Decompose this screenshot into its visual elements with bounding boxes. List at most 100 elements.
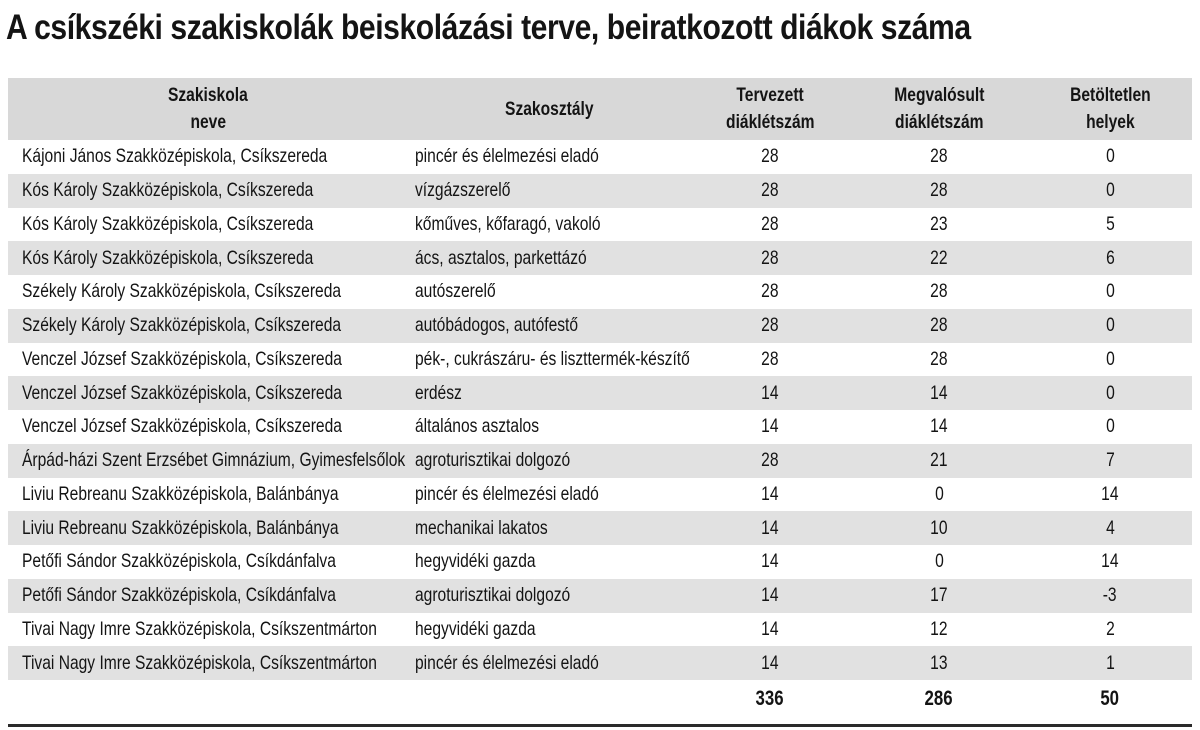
cell-unfilled-text: -3: [1103, 584, 1117, 607]
table-header: Szakiskola neve Szakosztály Tervezett di…: [8, 78, 1192, 140]
cell-school: Székely Károly Szakközépiskola, Csíkszer…: [8, 308, 408, 343]
cell-school-text: Venczel József Szakközépiskola, Csíkszer…: [22, 415, 342, 438]
cell-department: autószerelő: [408, 275, 690, 309]
cell-department: autóbádogos, autófestő: [408, 308, 690, 343]
cell-unfilled-text: 0: [1105, 347, 1115, 370]
cell-realized: 21: [850, 443, 1028, 478]
cell-unfilled: 0: [1028, 173, 1192, 208]
cell-realized: 17: [850, 578, 1028, 613]
cell-department-text: erdész: [415, 381, 462, 404]
cell-unfilled: 4: [1028, 511, 1192, 545]
table-row: Venczel József Szakközépiskola, Csíkszer…: [8, 410, 1192, 444]
cell-planned: 28: [690, 343, 850, 377]
cell-school: Kájoni János Szakközépiskola, Csíkszered…: [8, 140, 408, 174]
cell-department-text: pincér és élelmezési eladó: [415, 145, 599, 168]
table-row: Tivai Nagy Imre Szakközépiskola, Csíksze…: [8, 646, 1192, 680]
column-header-unfilled-line2: helyek: [1085, 111, 1135, 133]
cell-department: agroturisztikai dolgozó: [408, 443, 690, 478]
cell-unfilled: -3: [1028, 578, 1192, 613]
cell-school: Liviu Rebreanu Szakközépiskola, Balánbán…: [8, 478, 408, 512]
cell-realized: 13: [850, 646, 1028, 680]
cell-school: Petőfi Sándor Szakközépiskola, Csíkdánfa…: [8, 578, 408, 613]
cell-department-text: agroturisztikai dolgozó: [415, 584, 571, 607]
cell-realized-text: 14: [930, 415, 948, 438]
column-header-department: Szakosztály: [408, 78, 690, 140]
cell-realized: 28: [850, 343, 1028, 377]
cell-department-text: autóbádogos, autófestő: [415, 314, 579, 337]
totals-realized: 286: [850, 680, 1028, 718]
cell-planned-text: 14: [761, 651, 779, 674]
cell-realized-text: 23: [930, 212, 948, 235]
cell-department-text: pincér és élelmezési eladó: [415, 482, 599, 505]
cell-department: agroturisztikai dolgozó: [408, 578, 690, 613]
cell-planned-text: 28: [761, 280, 779, 303]
cell-department-text: hegyvidéki gazda: [415, 550, 536, 573]
table-row: Venczel József Szakközépiskola, Csíkszer…: [8, 376, 1192, 410]
cell-unfilled: 14: [1028, 545, 1192, 579]
table-body: Kájoni János Szakközépiskola, Csíkszered…: [8, 140, 1192, 680]
column-header-realized: Megvalósult diáklétszám: [850, 78, 1028, 140]
cell-realized-text: 28: [930, 179, 948, 202]
cell-unfilled-text: 0: [1105, 145, 1115, 168]
cell-unfilled-text: 2: [1105, 617, 1115, 640]
cell-unfilled: 14: [1028, 478, 1192, 512]
cell-school: Kós Károly Szakközépiskola, Csíkszereda: [8, 241, 408, 275]
cell-unfilled-text: 14: [1101, 550, 1119, 573]
cell-unfilled: 5: [1028, 208, 1192, 242]
cell-school: Venczel József Szakközépiskola, Csíkszer…: [8, 410, 408, 444]
cell-school: Venczel József Szakközépiskola, Csíkszer…: [8, 343, 408, 377]
totals-realized-value: 286: [924, 687, 954, 710]
cell-realized-text: 0: [934, 550, 944, 573]
cell-realized-text: 0: [934, 482, 944, 505]
cell-planned-text: 14: [761, 482, 779, 505]
totals-planned: 336: [690, 680, 850, 718]
cell-unfilled-text: 14: [1101, 482, 1119, 505]
cell-planned: 28: [690, 140, 850, 174]
totals-unfilled-value: 50: [1100, 687, 1120, 710]
enrollment-table: Szakiskola neve Szakosztály Tervezett di…: [8, 78, 1192, 718]
cell-school-text: Venczel József Szakközépiskola, Csíkszer…: [22, 381, 342, 404]
totals-empty-school: [8, 680, 408, 718]
cell-unfilled: 0: [1028, 410, 1192, 444]
header-row: Szakiskola neve Szakosztály Tervezett di…: [8, 78, 1192, 140]
cell-realized-text: 14: [930, 381, 948, 404]
cell-planned: 28: [690, 275, 850, 309]
cell-department-text: autószerelő: [415, 280, 496, 303]
cell-planned: 14: [690, 613, 850, 647]
column-header-unfilled: Betöltetlen helyek: [1028, 78, 1192, 140]
cell-unfilled-text: 7: [1105, 449, 1115, 472]
cell-department-text: pincér és élelmezési eladó: [415, 651, 599, 674]
cell-school: Venczel József Szakközépiskola, Csíkszer…: [8, 376, 408, 410]
column-header-realized-line1: Megvalósult: [893, 84, 985, 106]
cell-department: hegyvidéki gazda: [408, 613, 690, 647]
table-row: Kájoni János Szakközépiskola, Csíkszered…: [8, 140, 1192, 174]
cell-planned-text: 28: [761, 314, 779, 337]
cell-planned-text: 14: [761, 584, 779, 607]
cell-department: pincér és élelmezési eladó: [408, 646, 690, 680]
cell-school-text: Venczel József Szakközépiskola, Csíkszer…: [22, 347, 342, 370]
cell-school-text: Székely Károly Szakközépiskola, Csíkszer…: [22, 314, 342, 337]
cell-planned: 14: [690, 410, 850, 444]
cell-planned: 14: [690, 376, 850, 410]
cell-school-text: Liviu Rebreanu Szakközépiskola, Balánbán…: [22, 482, 339, 505]
cell-realized-text: 22: [930, 246, 948, 269]
cell-realized-text: 13: [930, 651, 948, 674]
table-footer: 336 286 50: [8, 680, 1192, 718]
column-header-planned-line2: diáklétszám: [725, 111, 815, 133]
cell-school-text: Kós Károly Szakközépiskola, Csíkszereda: [22, 212, 314, 235]
cell-realized-text: 28: [930, 347, 948, 370]
cell-planned-text: 28: [761, 347, 779, 370]
cell-realized: 0: [850, 545, 1028, 579]
cell-planned: 28: [690, 208, 850, 242]
cell-department-text: általános asztalos: [415, 415, 540, 438]
cell-school-text: Kájoni János Szakközépiskola, Csíkszered…: [22, 145, 328, 168]
cell-unfilled: 7: [1028, 443, 1192, 478]
cell-school-text: Petőfi Sándor Szakközépiskola, Csíkdánfa…: [22, 584, 336, 607]
cell-planned: 28: [690, 443, 850, 478]
cell-department: vízgázszerelő: [408, 173, 690, 208]
cell-planned-text: 28: [761, 212, 779, 235]
cell-realized: 28: [850, 173, 1028, 208]
page-title: A csíkszéki szakiskolák beiskolázási ter…: [0, 0, 1200, 48]
table-row: Kós Károly Szakközépiskola, Csíkszereda á…: [8, 241, 1192, 275]
cell-department-text: agroturisztikai dolgozó: [415, 449, 571, 472]
